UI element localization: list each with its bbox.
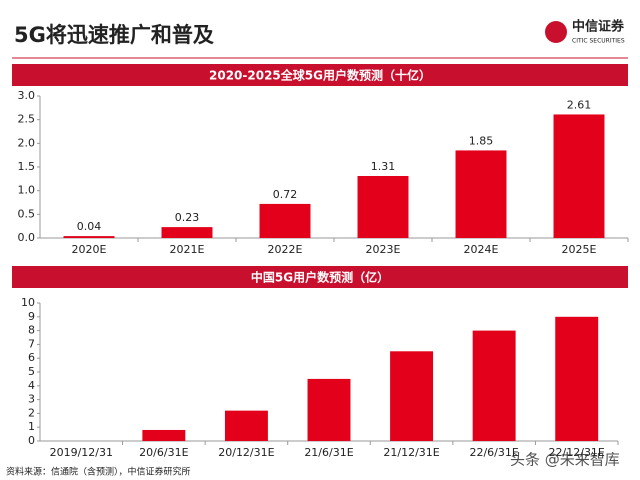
x-tick-label: 2023E — [366, 243, 401, 256]
x-tick-label: 20/12/31E — [218, 446, 274, 459]
bar — [63, 236, 115, 238]
bar — [142, 429, 186, 441]
y-tick-label: 0.5 — [18, 207, 36, 220]
logo-icon — [545, 21, 567, 43]
x-tick-label: 2020E — [72, 243, 107, 256]
bar — [472, 330, 516, 441]
watermark: 头条 @未来智库 — [510, 451, 620, 469]
data-label: 1.31 — [371, 160, 396, 173]
y-tick-label: 2 — [28, 406, 35, 419]
x-tick-label: 2024E — [464, 243, 499, 256]
bar — [307, 378, 351, 441]
chart-title: 中国5G用户数预测（亿） — [251, 270, 389, 285]
y-tick-label: 7 — [28, 337, 35, 350]
y-tick-label: 0 — [28, 434, 35, 447]
y-tick-label: 9 — [28, 310, 35, 323]
y-tick-label: 4 — [28, 379, 35, 392]
bar — [390, 351, 434, 441]
y-tick-label: 1.0 — [18, 184, 36, 197]
bar — [161, 227, 213, 238]
logo-sub: CITIC SECURITIES — [572, 38, 625, 45]
x-tick-label: 2021E — [170, 243, 205, 256]
x-tick-label: 22/6/31E — [469, 446, 518, 459]
data-label: 2.61 — [567, 98, 592, 111]
y-tick-label: 10 — [21, 296, 35, 309]
x-tick-label: 21/6/31E — [304, 446, 353, 459]
y-tick-label: 2.0 — [18, 136, 36, 149]
bar — [553, 114, 605, 238]
y-tick-label: 5 — [28, 365, 35, 378]
y-tick-label: 8 — [28, 324, 35, 337]
data-label: 1.85 — [469, 134, 494, 147]
y-tick-label: 3.0 — [18, 89, 36, 102]
data-label: 0.04 — [77, 220, 102, 233]
x-tick-label: 2019/12/31 — [50, 446, 113, 459]
chart-title-bar — [12, 266, 628, 288]
bar — [555, 316, 599, 441]
bar — [224, 410, 268, 441]
x-tick-label: 22/12/31E — [549, 446, 605, 459]
chart-title: 2020-2025全球5G用户数预测（十亿） — [209, 68, 431, 83]
bar — [259, 203, 311, 238]
y-tick-label: 3 — [28, 393, 35, 406]
chart-title-bar — [12, 64, 628, 86]
x-tick-label: 2025E — [562, 243, 597, 256]
y-tick-label: 1 — [28, 420, 35, 433]
data-label: 0.72 — [273, 188, 298, 201]
bar — [357, 175, 409, 238]
x-tick-label: 21/12/31E — [383, 446, 439, 459]
slide-title: 5G将迅速推广和普及 — [14, 23, 215, 47]
logo-text: 中信证券 — [572, 19, 625, 35]
y-tick-label: 1.5 — [18, 160, 36, 173]
data-label: 0.23 — [175, 211, 200, 224]
x-tick-label: 20/6/31E — [139, 446, 188, 459]
y-tick-label: 6 — [28, 351, 35, 364]
source-note: 资料来源：信通院（含预测），中信证券研究所 — [6, 466, 191, 478]
y-tick-label: 2.5 — [18, 113, 36, 126]
y-tick-label: 0.0 — [18, 231, 36, 244]
bar — [455, 150, 507, 238]
x-tick-label: 2022E — [268, 243, 303, 256]
